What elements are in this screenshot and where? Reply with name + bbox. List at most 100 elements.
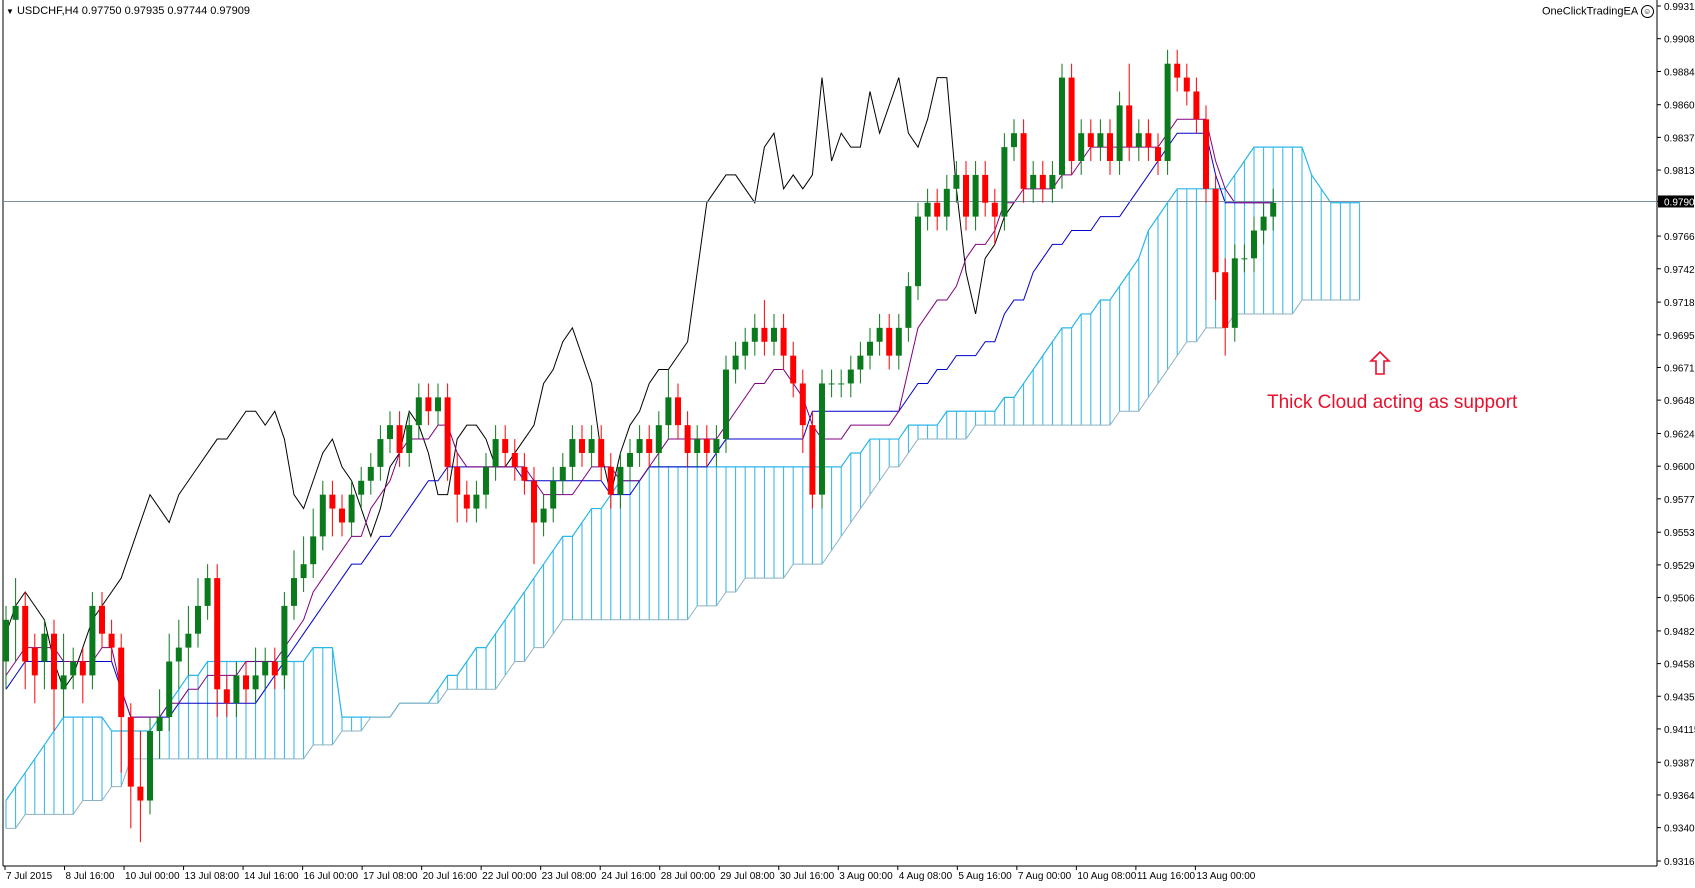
candle-body (51, 633, 57, 690)
candle-body (3, 619, 9, 662)
candle-body (262, 661, 269, 676)
candle-body (905, 286, 912, 328)
candle-body (780, 327, 787, 356)
candle-body (934, 202, 941, 217)
candle-body (1270, 202, 1277, 217)
candle-body (1251, 230, 1257, 259)
candle-body (1001, 147, 1008, 217)
candle-body (665, 397, 672, 426)
candle-body (895, 327, 902, 356)
candle-body (454, 466, 461, 495)
candle-body (761, 327, 768, 342)
y-tick-label: 0.98135 (1664, 166, 1695, 177)
candle-body (1068, 77, 1075, 162)
candle-body (127, 717, 134, 787)
candle-body (396, 425, 403, 453)
candle-body (473, 494, 480, 509)
candle-body (118, 647, 125, 718)
x-tick-label: 30 Jul 16:00 (780, 871, 835, 882)
x-tick-label: 13 Jul 08:00 (185, 871, 240, 882)
candle-body (223, 689, 230, 704)
candle-body (694, 439, 701, 453)
candle-body (569, 439, 576, 467)
candle-body (1222, 272, 1229, 328)
candle-body (540, 508, 547, 523)
candle-body (1087, 133, 1094, 148)
candle-body (1126, 105, 1133, 148)
candle-body (425, 397, 432, 412)
candle-body (924, 202, 931, 217)
candle-body (771, 327, 777, 342)
x-tick-label: 4 Aug 08:00 (899, 871, 953, 882)
candle-body (175, 647, 182, 662)
candle-body (790, 355, 797, 384)
x-tick-label: 14 Jul 16:00 (244, 871, 299, 882)
candle-body (703, 439, 710, 453)
candle-body (377, 439, 384, 467)
x-tick-label: 28 Jul 00:00 (661, 871, 716, 882)
candle-body (415, 397, 422, 426)
candle-body (742, 341, 749, 356)
y-tick-label: 0.98844 (1664, 67, 1695, 78)
candle-body (137, 786, 144, 801)
candle-body (281, 605, 288, 676)
candle-body (1155, 147, 1161, 162)
y-tick-label: 0.96005 (1664, 462, 1695, 473)
candle-body (579, 439, 585, 453)
candle-body (857, 355, 864, 370)
candle-body (1193, 91, 1200, 120)
x-tick-label: 22 Jul 00:00 (482, 871, 537, 882)
y-tick-label: 0.98605 (1664, 101, 1695, 112)
candle-body (463, 494, 470, 509)
candle-body (991, 202, 998, 217)
x-tick-label: 20 Jul 16:00 (423, 871, 478, 882)
y-tick-label: 0.93165 (1664, 857, 1695, 868)
candle-body (751, 327, 758, 342)
candle-body (89, 605, 96, 676)
candle-body (1116, 105, 1123, 162)
expert-advisor-badge[interactable]: OneClickTradingEA ☺ (1542, 5, 1654, 18)
x-tick-label: 10 Aug 08:00 (1077, 871, 1136, 882)
candle-body (607, 466, 614, 495)
y-tick-label: 0.94585 (1664, 660, 1695, 671)
y-tick-label: 0.95295 (1664, 561, 1695, 572)
candle-body (12, 605, 19, 620)
candle-body (156, 717, 163, 732)
candle-body (243, 675, 249, 690)
candles (3, 49, 1277, 843)
candle-body (1059, 77, 1065, 175)
candle-body (1135, 133, 1142, 148)
chikou-line (5, 77, 1015, 691)
y-tick-label: 0.97425 (1664, 265, 1695, 276)
candle-body (1145, 133, 1152, 148)
candle-body (636, 439, 643, 453)
candle-body (435, 397, 441, 412)
candle-body (99, 605, 105, 634)
candle-body (60, 675, 67, 690)
candle-body (684, 425, 691, 453)
candle-body (1203, 119, 1209, 189)
candle-body (492, 439, 499, 467)
candle-body (819, 383, 825, 495)
x-axis: 7 Jul 2015 8 Jul 16:00 10 Jul 00:00 13 Jul … (4, 866, 1256, 882)
collapse-triangle-icon[interactable]: ▼ (6, 7, 14, 16)
x-tick-label: 3 Aug 00:00 (839, 871, 893, 882)
candle-body (876, 327, 883, 342)
x-tick-label: 11 Aug 16:00 (1137, 871, 1196, 882)
y-tick-label: 0.99315 (1664, 2, 1695, 13)
symbol-label: USDCHF,H4 (16, 5, 79, 17)
x-tick-label: 7 Aug 00:00 (1018, 871, 1072, 882)
x-tick-label: 23 Jul 08:00 (542, 871, 597, 882)
candle-body (1212, 188, 1219, 273)
candle-body (617, 466, 624, 495)
candle-body (598, 439, 605, 467)
candle-body (339, 508, 345, 523)
x-tick-label: 10 Jul 00:00 (125, 871, 180, 882)
